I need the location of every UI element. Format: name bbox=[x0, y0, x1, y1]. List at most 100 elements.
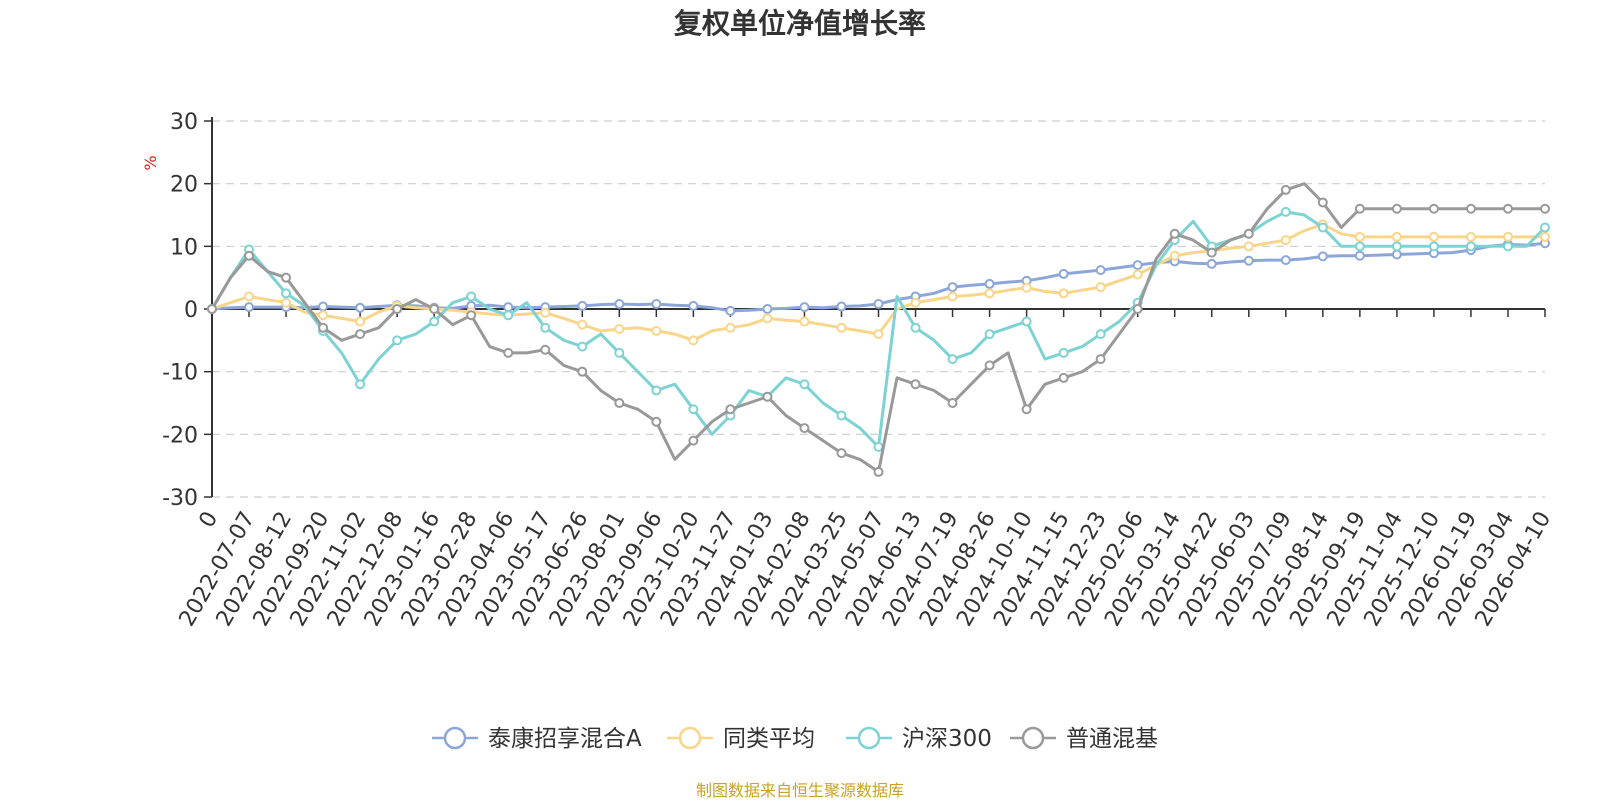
data-point bbox=[355, 379, 366, 390]
data-point bbox=[503, 310, 514, 321]
data-point bbox=[318, 322, 329, 333]
data-point bbox=[1280, 235, 1291, 246]
data-point bbox=[540, 322, 551, 333]
data-point bbox=[984, 288, 995, 299]
data-point bbox=[947, 398, 958, 408]
legend-circle-icon bbox=[678, 726, 702, 750]
data-point bbox=[1095, 354, 1106, 365]
data-point bbox=[1502, 203, 1513, 214]
data-point bbox=[984, 329, 995, 340]
data-point bbox=[577, 366, 588, 377]
data-point bbox=[1058, 372, 1069, 383]
data-point bbox=[429, 304, 440, 314]
data-point bbox=[836, 410, 847, 421]
data-point bbox=[836, 301, 847, 312]
data-point bbox=[1354, 250, 1365, 261]
data-point bbox=[725, 404, 736, 415]
y-tick-label: 30 bbox=[170, 110, 198, 135]
legend-circle-icon bbox=[1021, 726, 1045, 750]
data-point bbox=[651, 298, 662, 309]
data-point bbox=[1428, 231, 1439, 242]
data-point bbox=[281, 288, 292, 299]
data-point bbox=[910, 322, 921, 333]
data-point bbox=[873, 441, 884, 452]
y-tick-label: 20 bbox=[170, 173, 198, 198]
series-line bbox=[210, 222, 1547, 342]
data-source-note: 制图数据来自恒生聚源数据库 bbox=[695, 781, 904, 800]
y-tick-label: 0 bbox=[184, 298, 198, 323]
legend-item[interactable]: 普通混基 bbox=[1010, 726, 1158, 752]
data-point bbox=[1169, 250, 1180, 261]
legend-circle-icon bbox=[443, 726, 467, 750]
data-point bbox=[1465, 241, 1476, 252]
y-axis-unit: % bbox=[141, 155, 160, 170]
data-point bbox=[1132, 269, 1143, 280]
data-point bbox=[836, 448, 847, 459]
data-point bbox=[540, 344, 551, 355]
data-point bbox=[614, 347, 625, 358]
legend[interactable]: 泰康招享混合A 同类平均 沪深300 普通混基 bbox=[432, 726, 1158, 752]
data-point bbox=[577, 341, 588, 352]
data-point bbox=[1095, 329, 1106, 340]
legend-circle-icon bbox=[857, 726, 881, 750]
series-4 bbox=[207, 182, 1550, 477]
y-tick-label: -10 bbox=[162, 361, 198, 386]
data-point bbox=[1280, 206, 1291, 217]
series-lines bbox=[207, 182, 1550, 477]
data-point bbox=[873, 329, 884, 340]
legend-label: 沪深300 bbox=[902, 726, 992, 752]
data-point bbox=[244, 250, 255, 261]
data-point bbox=[429, 316, 440, 327]
data-point bbox=[651, 416, 662, 427]
data-point bbox=[355, 316, 366, 327]
data-point bbox=[392, 304, 403, 314]
data-point bbox=[1206, 247, 1217, 258]
data-point bbox=[762, 304, 773, 314]
data-point bbox=[947, 282, 958, 293]
data-point bbox=[1058, 268, 1069, 279]
data-point bbox=[1206, 258, 1217, 269]
data-point bbox=[762, 313, 773, 324]
y-tick-label: -30 bbox=[162, 486, 198, 511]
data-point bbox=[1354, 231, 1365, 242]
data-point bbox=[281, 272, 292, 283]
data-point bbox=[355, 329, 366, 340]
data-point bbox=[1317, 222, 1328, 233]
data-point bbox=[1540, 222, 1550, 233]
data-point bbox=[1280, 184, 1291, 195]
data-point bbox=[1391, 231, 1402, 242]
data-point bbox=[1021, 282, 1032, 293]
legend-label: 同类平均 bbox=[723, 726, 815, 752]
legend-item[interactable]: 沪深300 bbox=[846, 726, 992, 752]
data-point bbox=[910, 379, 921, 390]
data-point bbox=[910, 297, 921, 308]
data-point bbox=[984, 360, 995, 371]
y-tick-label: 10 bbox=[170, 235, 198, 260]
grid-lines bbox=[212, 120, 1545, 498]
data-point bbox=[540, 307, 551, 318]
data-point bbox=[392, 335, 403, 346]
data-point bbox=[614, 298, 625, 309]
legend-label: 泰康招享混合A bbox=[488, 726, 642, 752]
data-point bbox=[1317, 251, 1328, 262]
data-point bbox=[1391, 203, 1402, 214]
data-point bbox=[318, 301, 329, 312]
data-point bbox=[688, 404, 699, 415]
data-point bbox=[577, 319, 588, 330]
data-point bbox=[1243, 228, 1254, 239]
legend-item[interactable]: 同类平均 bbox=[667, 726, 815, 752]
data-point bbox=[762, 391, 773, 402]
data-point bbox=[1169, 228, 1180, 239]
data-point bbox=[836, 322, 847, 333]
data-point bbox=[1132, 260, 1143, 271]
data-point bbox=[688, 435, 699, 446]
data-point bbox=[503, 347, 514, 358]
data-point bbox=[1058, 288, 1069, 299]
data-point bbox=[1540, 203, 1550, 214]
data-point bbox=[466, 291, 477, 302]
data-point bbox=[1317, 197, 1328, 208]
series-line bbox=[210, 182, 1547, 474]
legend-item[interactable]: 泰康招享混合A bbox=[432, 726, 642, 752]
data-point bbox=[1540, 231, 1550, 242]
data-point bbox=[688, 335, 699, 346]
